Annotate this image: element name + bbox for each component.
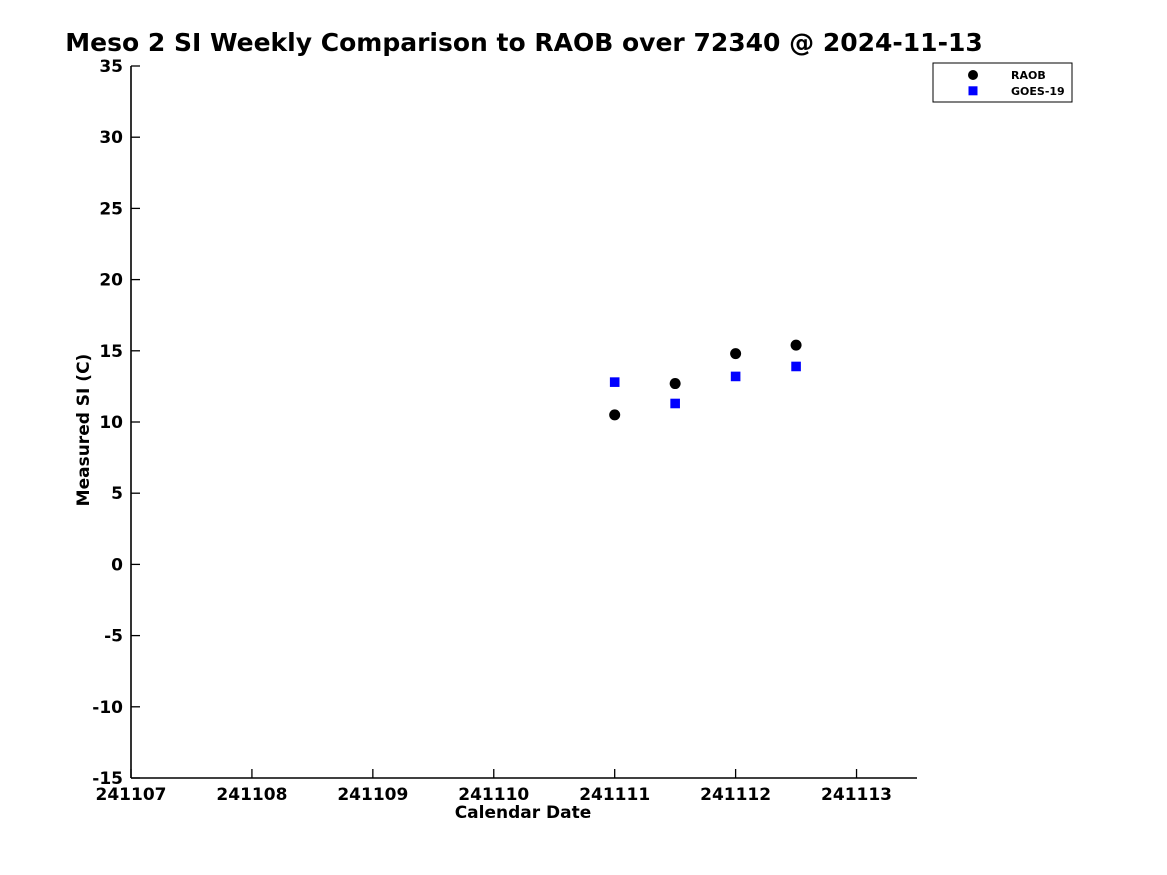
y-tick-label: -15	[92, 769, 123, 789]
y-tick-label: 15	[99, 342, 123, 362]
legend-label-goes-19: GOES-19	[1011, 85, 1065, 98]
x-tick-label: 241108	[216, 785, 287, 805]
x-tick-label: 241109	[337, 785, 408, 805]
y-tick-label: 30	[99, 128, 123, 148]
data-point-raob	[790, 339, 802, 351]
x-axis-label: Calendar Date	[454, 803, 592, 823]
legend-box	[932, 62, 1073, 103]
x-tick-label: 241111	[579, 785, 650, 805]
y-tick-label: 25	[99, 199, 123, 219]
legend-label-raob: RAOB	[1011, 69, 1046, 82]
chart-title: Meso 2 SI Weekly Comparison to RAOB over…	[65, 28, 983, 57]
data-point-goes-19	[670, 398, 680, 409]
data-point-raob	[669, 378, 681, 390]
y-tick-label: -5	[104, 627, 123, 647]
x-tick-label: 241113	[821, 785, 892, 805]
data-point-goes-19	[730, 371, 741, 382]
legend-marker-goes-19	[968, 86, 978, 96]
x-tick-label: 241112	[700, 785, 771, 805]
y-tick-label: 5	[111, 484, 123, 504]
legend: RAOB GOES-19	[932, 62, 1073, 103]
y-tick-label: -10	[92, 698, 123, 718]
data-point-raob	[730, 348, 742, 360]
data-point-raob	[609, 409, 621, 421]
data-point-goes-19	[791, 361, 801, 372]
y-tick-label: 10	[99, 413, 123, 433]
x-tick-label: 241107	[96, 785, 167, 805]
data-point-goes-19	[609, 377, 620, 387]
legend-marker-raob	[968, 70, 978, 80]
y-tick-label: 20	[99, 271, 123, 291]
y-tick-label: 0	[111, 555, 123, 575]
y-axis-label: Measured SI (C)	[74, 353, 94, 507]
y-tick-label: 35	[99, 57, 123, 77]
x-tick-label: 241110	[458, 785, 529, 805]
